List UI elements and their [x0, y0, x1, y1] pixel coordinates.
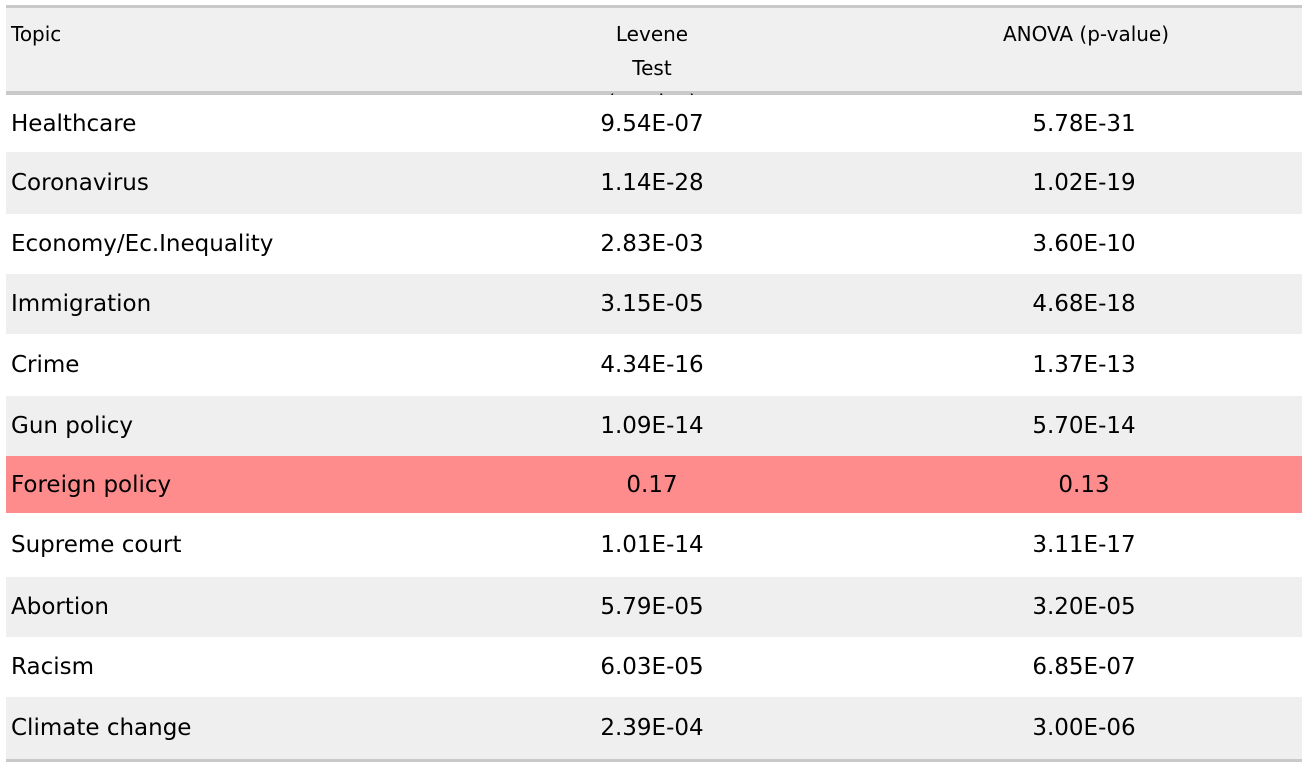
row-anova-value: 5.70E-14 — [1032, 413, 1136, 439]
table-row: Economy/Ec.Inequality 2.83E-03 3.60E-10 — [6, 214, 1302, 274]
table-row: Crime 4.34E-16 1.37E-13 — [6, 334, 1302, 396]
table-row: Immigration 3.15E-05 4.68E-18 — [6, 274, 1302, 334]
row-anova-value: 1.37E-13 — [1032, 352, 1136, 378]
row-topic: Supreme court — [11, 532, 182, 558]
header-rule — [6, 91, 1302, 95]
row-topic: Economy/Ec.Inequality — [11, 231, 274, 257]
table-row: Healthcare 9.54E-07 5.78E-31 — [6, 95, 1302, 152]
table-row: Abortion 5.79E-05 3.20E-05 — [6, 577, 1302, 637]
row-topic: Foreign policy — [11, 471, 172, 498]
row-topic: Gun policy — [11, 413, 133, 439]
table-row-highlighted: Foreign policy 0.17 0.13 — [6, 456, 1302, 513]
table-row: Supreme court 1.01E-14 3.11E-17 — [6, 513, 1302, 577]
header-levene-line1: Levene Test — [615, 22, 689, 80]
row-anova-value: 3.20E-05 — [1032, 594, 1136, 620]
row-levene-value: 3.15E-05 — [600, 291, 704, 317]
row-levene-value: 0.17 — [626, 471, 678, 498]
table-row: Coronavirus 1.14E-28 1.02E-19 — [6, 152, 1302, 214]
table-row: Racism 6.03E-05 6.85E-07 — [6, 637, 1302, 697]
row-topic: Coronavirus — [11, 170, 149, 196]
row-topic: Racism — [11, 654, 94, 680]
table-header: Topic Levene Test (p-value) ANOVA (p-val… — [6, 8, 1302, 114]
row-levene-value: 1.09E-14 — [600, 413, 704, 439]
row-anova-value: 6.85E-07 — [1032, 654, 1136, 680]
row-anova-value: 0.13 — [1058, 471, 1110, 498]
row-topic: Abortion — [11, 594, 109, 620]
header-topic: Topic — [11, 22, 62, 46]
table-row: Gun policy 1.09E-14 5.70E-14 — [6, 396, 1302, 456]
table-bottom-rule — [6, 759, 1302, 762]
results-table: Topic Levene Test (p-value) ANOVA (p-val… — [6, 5, 1302, 762]
row-anova-value: 3.11E-17 — [1032, 532, 1136, 558]
row-anova-value: 3.60E-10 — [1032, 231, 1136, 257]
row-levene-value: 2.83E-03 — [600, 231, 704, 257]
row-anova-value: 1.02E-19 — [1032, 170, 1136, 196]
row-levene-value: 2.39E-04 — [600, 715, 704, 741]
table-top-rule — [6, 5, 1302, 8]
table-row: Climate change 2.39E-04 3.00E-06 — [6, 697, 1302, 759]
row-topic: Climate change — [11, 715, 192, 741]
row-anova-value: 4.68E-18 — [1032, 291, 1136, 317]
row-topic: Healthcare — [11, 110, 137, 137]
row-levene-value: 1.01E-14 — [600, 532, 704, 558]
row-topic: Crime — [11, 352, 80, 378]
row-levene-value: 6.03E-05 — [600, 654, 704, 680]
header-anova: ANOVA (p-value) — [1002, 22, 1170, 46]
row-topic: Immigration — [11, 291, 152, 317]
row-levene-value: 1.14E-28 — [600, 170, 704, 196]
row-anova-value: 3.00E-06 — [1032, 715, 1136, 741]
row-levene-value: 5.79E-05 — [600, 594, 704, 620]
row-levene-value: 4.34E-16 — [600, 352, 704, 378]
row-anova-value: 5.78E-31 — [1032, 110, 1136, 137]
row-levene-value: 9.54E-07 — [600, 110, 704, 137]
